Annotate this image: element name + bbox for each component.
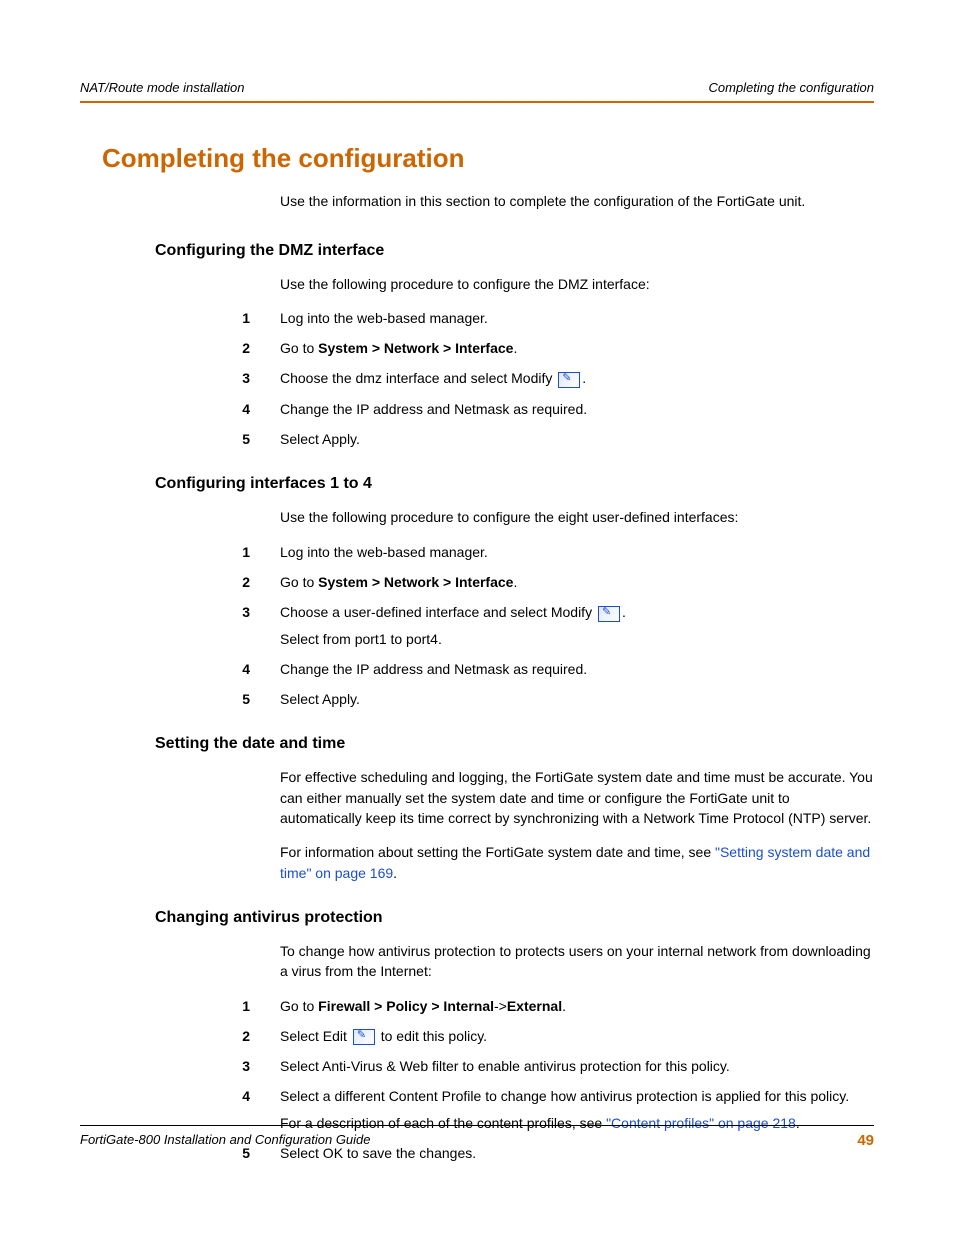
av-step-3: 3 Select Anti-Virus & Web filter to enab… — [80, 1056, 874, 1076]
edit-icon — [598, 606, 620, 622]
edit-icon — [558, 372, 580, 388]
page-header: NAT/Route mode installation Completing t… — [80, 80, 874, 103]
text-fragment: Choose a user-defined interface and sele… — [280, 604, 596, 620]
step-number: 3 — [80, 1056, 280, 1076]
nav-path: Firewall > Policy > Internal — [318, 998, 494, 1014]
nav-path: System > Network > Interface — [318, 340, 513, 356]
page-footer: FortiGate-800 Installation and Configura… — [80, 1125, 874, 1149]
step-text: Change the IP address and Netmask as req… — [280, 399, 874, 419]
text-fragment: . — [513, 574, 517, 590]
intro-text: Use the information in this section to c… — [280, 192, 874, 212]
step-number: 3 — [80, 368, 280, 388]
step-text: Select Edit to edit this policy. — [280, 1026, 874, 1046]
text-fragment: . — [622, 604, 626, 620]
page: NAT/Route mode installation Completing t… — [0, 0, 954, 1235]
step-number: 2 — [80, 1026, 280, 1046]
step-number: 5 — [80, 689, 280, 709]
section-dmz: Configuring the DMZ interface Use the fo… — [80, 242, 874, 450]
nav-path: External — [507, 998, 562, 1014]
ifaces-title: Configuring interfaces 1 to 4 — [155, 475, 874, 493]
edit-icon — [353, 1029, 375, 1045]
step-number: 1 — [80, 542, 280, 562]
ifaces-lead: Use the following procedure to configure… — [280, 507, 874, 527]
step-subtext: Select from port1 to port4. — [280, 629, 874, 649]
step-text: Select Apply. — [280, 429, 874, 449]
main-heading: Completing the configuration — [102, 143, 874, 174]
dmz-step-2: 2 Go to System > Network > Interface. — [80, 338, 874, 358]
datetime-p2: For information about setting the FortiG… — [280, 842, 874, 883]
ifaces-step-4: 4 Change the IP address and Netmask as r… — [80, 659, 874, 679]
step-text: Choose a user-defined interface and sele… — [280, 602, 874, 649]
page-number: 49 — [857, 1132, 874, 1149]
dmz-step-1: 1 Log into the web-based manager. — [80, 308, 874, 328]
text-fragment: Select a different Content Profile to ch… — [280, 1088, 849, 1104]
ifaces-step-2: 2 Go to System > Network > Interface. — [80, 572, 874, 592]
dmz-step-5: 5 Select Apply. — [80, 429, 874, 449]
step-number: 4 — [80, 659, 280, 679]
step-text: Log into the web-based manager. — [280, 308, 874, 328]
datetime-title: Setting the date and time — [155, 735, 874, 753]
datetime-p1: For effective scheduling and logging, th… — [280, 767, 874, 828]
ifaces-step-1: 1 Log into the web-based manager. — [80, 542, 874, 562]
step-text: Go to System > Network > Interface. — [280, 572, 874, 592]
step-text: Log into the web-based manager. — [280, 542, 874, 562]
text-fragment: . — [582, 370, 586, 386]
header-left: NAT/Route mode installation — [80, 80, 245, 95]
text-fragment: -> — [494, 998, 507, 1014]
step-number: 1 — [80, 308, 280, 328]
text-fragment: Select Edit — [280, 1028, 351, 1044]
ifaces-step-3: 3 Choose a user-defined interface and se… — [80, 602, 874, 649]
dmz-step-4: 4 Change the IP address and Netmask as r… — [80, 399, 874, 419]
step-text: Go to System > Network > Interface. — [280, 338, 874, 358]
text-fragment: Go to — [280, 998, 318, 1014]
ifaces-step-5: 5 Select Apply. — [80, 689, 874, 709]
text-fragment: Go to — [280, 574, 318, 590]
text-fragment: . — [393, 865, 397, 881]
text-fragment: to edit this policy. — [377, 1028, 487, 1044]
text-fragment: Go to — [280, 340, 318, 356]
step-number: 5 — [80, 429, 280, 449]
text-fragment: . — [513, 340, 517, 356]
step-number: 1 — [80, 996, 280, 1016]
dmz-title: Configuring the DMZ interface — [155, 242, 874, 260]
step-text: Choose the dmz interface and select Modi… — [280, 368, 874, 388]
step-text: Select Anti-Virus & Web filter to enable… — [280, 1056, 874, 1076]
av-step-1: 1 Go to Firewall > Policy > Internal->Ex… — [80, 996, 874, 1016]
av-lead: To change how antivirus protection to pr… — [280, 941, 874, 982]
av-title: Changing antivirus protection — [155, 909, 874, 927]
step-number: 2 — [80, 338, 280, 358]
section-ifaces: Configuring interfaces 1 to 4 Use the fo… — [80, 475, 874, 709]
step-text: Select Apply. — [280, 689, 874, 709]
text-fragment: . — [562, 998, 566, 1014]
dmz-step-3: 3 Choose the dmz interface and select Mo… — [80, 368, 874, 388]
av-step-2: 2 Select Edit to edit this policy. — [80, 1026, 874, 1046]
header-right: Completing the configuration — [709, 80, 875, 95]
section-datetime: Setting the date and time For effective … — [80, 735, 874, 882]
nav-path: System > Network > Interface — [318, 574, 513, 590]
step-text: Go to Firewall > Policy > Internal->Exte… — [280, 996, 874, 1016]
dmz-lead: Use the following procedure to configure… — [280, 274, 874, 294]
step-number: 2 — [80, 572, 280, 592]
text-fragment: For information about setting the FortiG… — [280, 844, 715, 860]
text-fragment: Choose the dmz interface and select Modi… — [280, 370, 556, 386]
step-text: Change the IP address and Netmask as req… — [280, 659, 874, 679]
step-number: 4 — [80, 399, 280, 419]
footer-title: FortiGate-800 Installation and Configura… — [80, 1132, 371, 1149]
step-number: 3 — [80, 602, 280, 649]
